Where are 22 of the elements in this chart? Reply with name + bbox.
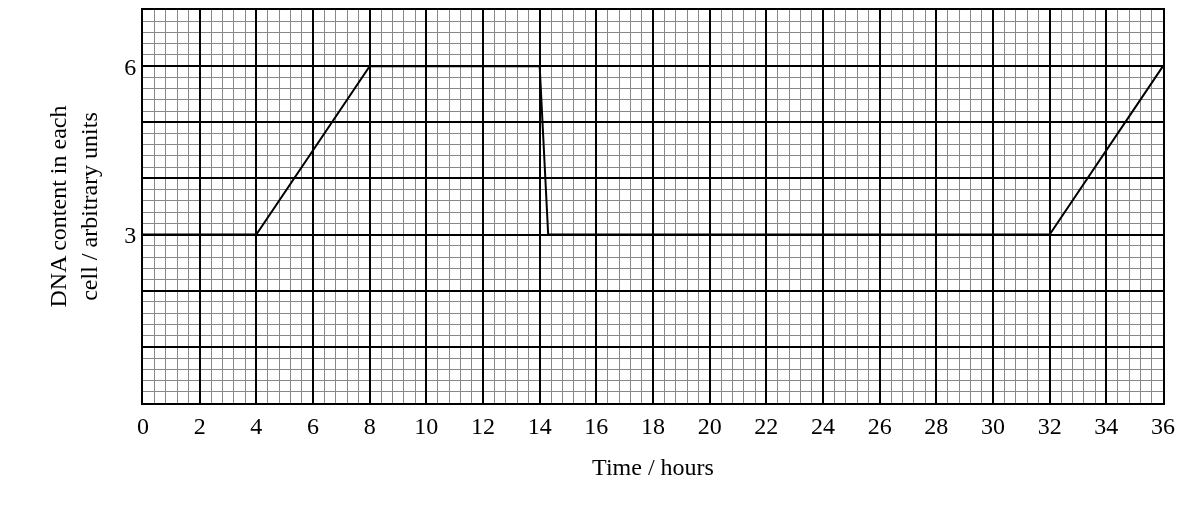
x-tick-label: 6 <box>307 412 319 439</box>
y-axis-title: DNA content in each cell / arbitrary units <box>44 105 102 308</box>
x-tick-label: 8 <box>363 412 376 439</box>
x-tick-label: 30 <box>981 412 1005 439</box>
x-tick-label: 18 <box>641 412 665 439</box>
y-tick-label: 3 <box>124 221 137 248</box>
x-tick-label: 12 <box>471 412 495 439</box>
x-axis-title: Time / hours <box>592 453 714 480</box>
x-tick-label: 22 <box>754 412 779 439</box>
x-tick-label: 16 <box>584 412 609 439</box>
x-tick-label: 4 <box>250 412 263 439</box>
x-tick-label: 26 <box>867 412 892 439</box>
x-tick-label: 34 <box>1094 412 1119 439</box>
x-tick-label: 0 <box>137 412 149 439</box>
x-tick-label: 2 <box>193 412 206 439</box>
x-tick-label: 24 <box>811 412 835 439</box>
x-tick-label: 10 <box>414 412 439 439</box>
x-tick-label: 28 <box>924 412 949 439</box>
x-tick-label: 20 <box>697 412 722 439</box>
x-tick-label: 32 <box>1037 412 1062 439</box>
x-tick-label: 14 <box>527 412 552 439</box>
x-tick-label: 36 <box>1151 412 1175 439</box>
